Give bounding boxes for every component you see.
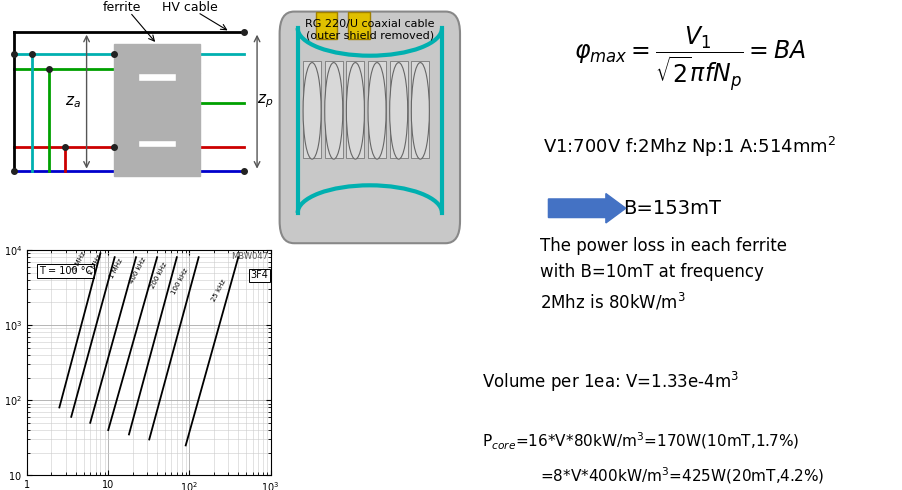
Text: ferrite: ferrite [103,1,141,14]
Bar [368,61,386,158]
Bar [133,81,181,140]
Ellipse shape [390,63,408,159]
Y-axis label: $P_V$
(kW/m³): $P_V$ (kW/m³) [0,350,1,375]
Text: V1:700V f:2Mhz Np:1 A:514mm$^2$: V1:700V f:2Mhz Np:1 A:514mm$^2$ [543,135,836,159]
Ellipse shape [325,63,343,159]
Text: B=153mT: B=153mT [623,199,722,218]
Text: 3F4: 3F4 [250,270,268,280]
Text: 200 kHz: 200 kHz [149,261,168,289]
Bar [411,61,429,158]
Text: 1 MHz: 1 MHz [108,258,124,280]
Text: The power loss in each ferrite
with B=10mT at frequency
2Mhz is 80kW/m$^3$: The power loss in each ferrite with B=10… [539,237,787,312]
Text: P$_{core}$=16*V*80kW/m$^3$=170W(10mT,1.7%): P$_{core}$=16*V*80kW/m$^3$=170W(10mT,1.7… [482,430,799,452]
Text: RG 220/U coaxial cable
(outer shield removed): RG 220/U coaxial cable (outer shield rem… [305,19,435,40]
Bar [114,147,200,176]
Bar [303,61,321,158]
Ellipse shape [411,63,429,159]
Text: HV cable: HV cable [161,1,217,14]
Ellipse shape [303,63,321,159]
Text: 25 kHz: 25 kHz [210,278,226,302]
Text: $\varphi_{max} = \dfrac{V_1}{\sqrt{2}\pi f N_p} = BA$: $\varphi_{max} = \dfrac{V_1}{\sqrt{2}\pi… [574,24,805,93]
Bar [176,74,200,147]
Bar [348,12,370,39]
Ellipse shape [368,63,386,159]
FancyArrow shape [548,194,626,223]
Text: 3 MHz: 3 MHz [71,250,87,272]
Text: Volume per 1ea: V=1.33e-4m$^3$: Volume per 1ea: V=1.33e-4m$^3$ [482,370,740,394]
Text: $z_a$: $z_a$ [65,94,81,110]
Text: =8*V*400kW/m$^3$=425W(20mT,4.2%): =8*V*400kW/m$^3$=425W(20mT,4.2%) [539,465,824,486]
Bar [114,74,138,147]
Ellipse shape [346,63,364,159]
Bar [390,61,408,158]
Text: $z_p$: $z_p$ [257,93,273,110]
Text: 2 MHz: 2 MHz [87,254,103,276]
Bar [325,61,343,158]
Bar [114,44,200,74]
Text: T = 100 °C: T = 100 °C [40,266,93,276]
Text: 100 kHz: 100 kHz [170,267,189,295]
Bar [316,12,337,39]
Bar [346,61,364,158]
FancyBboxPatch shape [280,12,460,243]
Text: MBW047: MBW047 [231,252,268,261]
Text: 400 kHz: 400 kHz [129,256,148,284]
